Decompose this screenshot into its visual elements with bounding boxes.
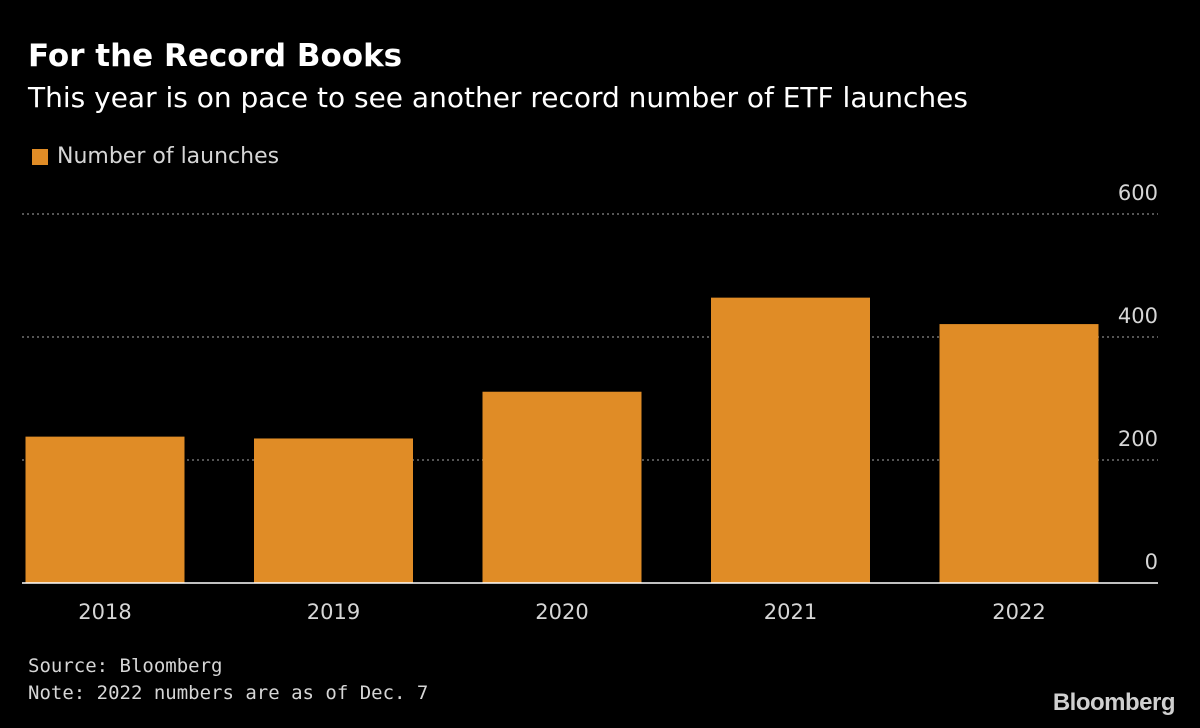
bar-2022 xyxy=(939,324,1099,583)
bar-2021 xyxy=(711,297,870,583)
legend: Number of launches xyxy=(32,143,279,171)
y-tick-label: 0 xyxy=(1145,550,1158,574)
chart-title: For the Record Books xyxy=(28,38,403,74)
x-tick-label: 2018 xyxy=(78,600,131,624)
y-tick-label: 400 xyxy=(1118,304,1158,328)
y-tick-label: 200 xyxy=(1118,427,1158,451)
legend-label: Number of launches xyxy=(57,144,280,169)
bloomberg-logo: Bloomberg xyxy=(1052,689,1176,716)
y-tick-label: 600 xyxy=(1118,181,1158,205)
legend-swatch xyxy=(32,149,48,165)
footnote: Note: 2022 numbers are as of Dec. 7 xyxy=(28,682,429,704)
x-tick-label: 2022 xyxy=(992,600,1045,624)
bar-2020 xyxy=(482,391,642,583)
bar-2019 xyxy=(254,438,413,583)
x-tick-label: 2019 xyxy=(307,600,360,624)
x-tick-label: 2020 xyxy=(535,600,588,624)
bar-2018 xyxy=(25,436,185,583)
chart-subtitle: This year is on pace to see another reco… xyxy=(28,81,968,114)
source-note: Source: Bloomberg xyxy=(28,655,223,677)
x-tick-label: 2021 xyxy=(764,600,817,624)
